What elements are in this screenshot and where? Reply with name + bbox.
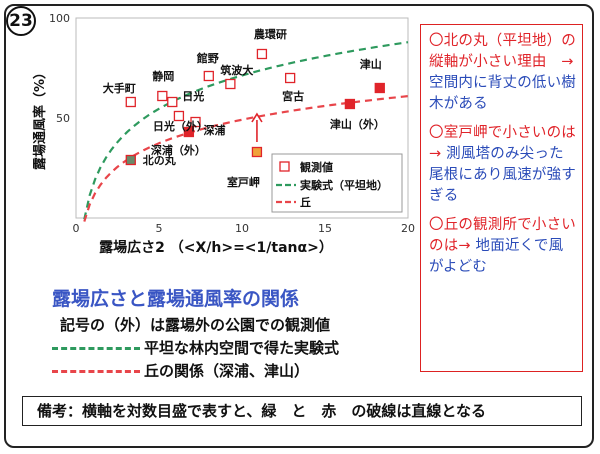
data-point xyxy=(173,110,185,122)
x-tick-label: 0 xyxy=(73,222,80,235)
remark-text: 備考：横軸を対数目盛で表すと、緑 と 赤 の破線は直線となる xyxy=(37,402,486,420)
summary-green-line: 平坦な林内空間で得た実験式 xyxy=(52,338,412,358)
point-label: 室戸岬 xyxy=(227,175,260,189)
note-head: 〇北の丸（平坦地）の縦軸が小さい理由 → xyxy=(429,33,576,70)
note-head: 〇丘の観測所で小さいのは→ xyxy=(429,217,576,254)
point-label: 館野 xyxy=(196,51,219,65)
data-point xyxy=(183,126,195,138)
note-3: 〇丘の観測所で小さいのは→ 地面近くで風がよどむ xyxy=(429,215,576,278)
legend-observed-swatch xyxy=(279,161,290,172)
summary-green-label: 平坦な林内空間で得た実験式 xyxy=(144,339,340,357)
green-dash-swatch xyxy=(52,346,140,350)
summary-title: 露場広さと露場通風率の関係 xyxy=(52,288,300,310)
note-body: 測風塔のみ尖った尾根にあり風速が強すぎる xyxy=(429,146,576,204)
y-tick-label: 100 xyxy=(49,12,70,25)
point-label: 深浦 xyxy=(204,123,226,137)
note-body: 地面近くで風がよどむ xyxy=(429,238,564,275)
data-point xyxy=(157,90,168,102)
notes-box: 〇北の丸（平坦地）の縦軸が小さい理由 → 空間内に背丈の低い樹木がある 〇室戸岬で… xyxy=(420,24,583,372)
point-label: 日光 xyxy=(182,89,204,103)
data-point xyxy=(256,48,268,60)
point-label: 日光（外） xyxy=(153,119,208,133)
summary-outside-text: 記号の（外）は露場外の公園での観測値 xyxy=(60,316,331,334)
plot-area xyxy=(75,17,409,219)
data-point xyxy=(125,96,136,108)
summary-line-outside: 記号の（外）は露場外の公園での観測値 xyxy=(52,315,412,335)
data-point xyxy=(225,78,236,90)
summary-section: 露場広さと露場通風率の関係 記号の（外）は露場外の公園での観測値 平坦な林内空間… xyxy=(52,286,412,381)
data-point xyxy=(167,96,178,108)
point-label: 宮古 xyxy=(282,89,304,103)
data-point xyxy=(251,146,263,158)
data-point xyxy=(190,116,201,128)
remark-box: 備考：横軸を対数目盛で表すと、緑 と 赤 の破線は直線となる xyxy=(22,396,582,426)
data-point xyxy=(125,154,136,166)
note-2: 〇室戸岬で小さいのは→ 測風塔のみ尖った尾根にあり風速が強すぎる xyxy=(429,123,576,207)
point-label: 大手町 xyxy=(103,81,136,95)
point-label: 北の丸 xyxy=(143,153,177,167)
point-label: 深浦（外） xyxy=(151,143,206,157)
point-label: 農環研 xyxy=(254,27,287,41)
experimental-curve-green xyxy=(83,41,409,220)
y-axis-label: 露場通風率（%） xyxy=(32,66,48,170)
point-label: 津山（外） xyxy=(330,117,385,131)
data-point xyxy=(203,70,214,82)
x-tick-label: 5 xyxy=(156,222,163,235)
note-body: 空間内に背丈の低い樹木がある xyxy=(429,75,576,112)
summary-red-line: 丘の関係（深浦、津山） xyxy=(52,361,412,381)
note-1: 〇北の丸（平坦地）の縦軸が小さい理由 → 空間内に背丈の低い樹木がある xyxy=(429,31,576,115)
legend-box xyxy=(271,153,403,213)
legend-hill-label: 丘 xyxy=(300,196,311,209)
red-dash-swatch xyxy=(52,369,140,373)
x-tick-label: 15 xyxy=(318,222,332,235)
slide-frame xyxy=(4,4,594,448)
data-point xyxy=(344,98,356,110)
x-tick-label: 10 xyxy=(235,222,249,235)
note-head: 〇室戸岬で小さいのは→ xyxy=(429,125,576,162)
data-point xyxy=(284,72,296,84)
legend-observed-label: 観測値 xyxy=(300,160,333,174)
point-label: 静岡 xyxy=(152,69,174,83)
x-tick-label: 20 xyxy=(401,222,415,235)
annotation-arrow-head xyxy=(251,112,263,123)
data-point xyxy=(374,82,385,94)
point-label: 筑波大 xyxy=(220,63,253,77)
summary-red-label: 丘の関係（深浦、津山） xyxy=(144,362,310,380)
legend-experimental-label: 実験式（平坦地） xyxy=(300,178,388,192)
slide-number-badge: 23 xyxy=(6,6,36,36)
x-axis-label: 露場広さ2 （<X/h>=<1/tanα>） xyxy=(99,239,333,256)
point-label: 津山 xyxy=(360,57,382,71)
y-tick-label: 50 xyxy=(56,112,70,125)
